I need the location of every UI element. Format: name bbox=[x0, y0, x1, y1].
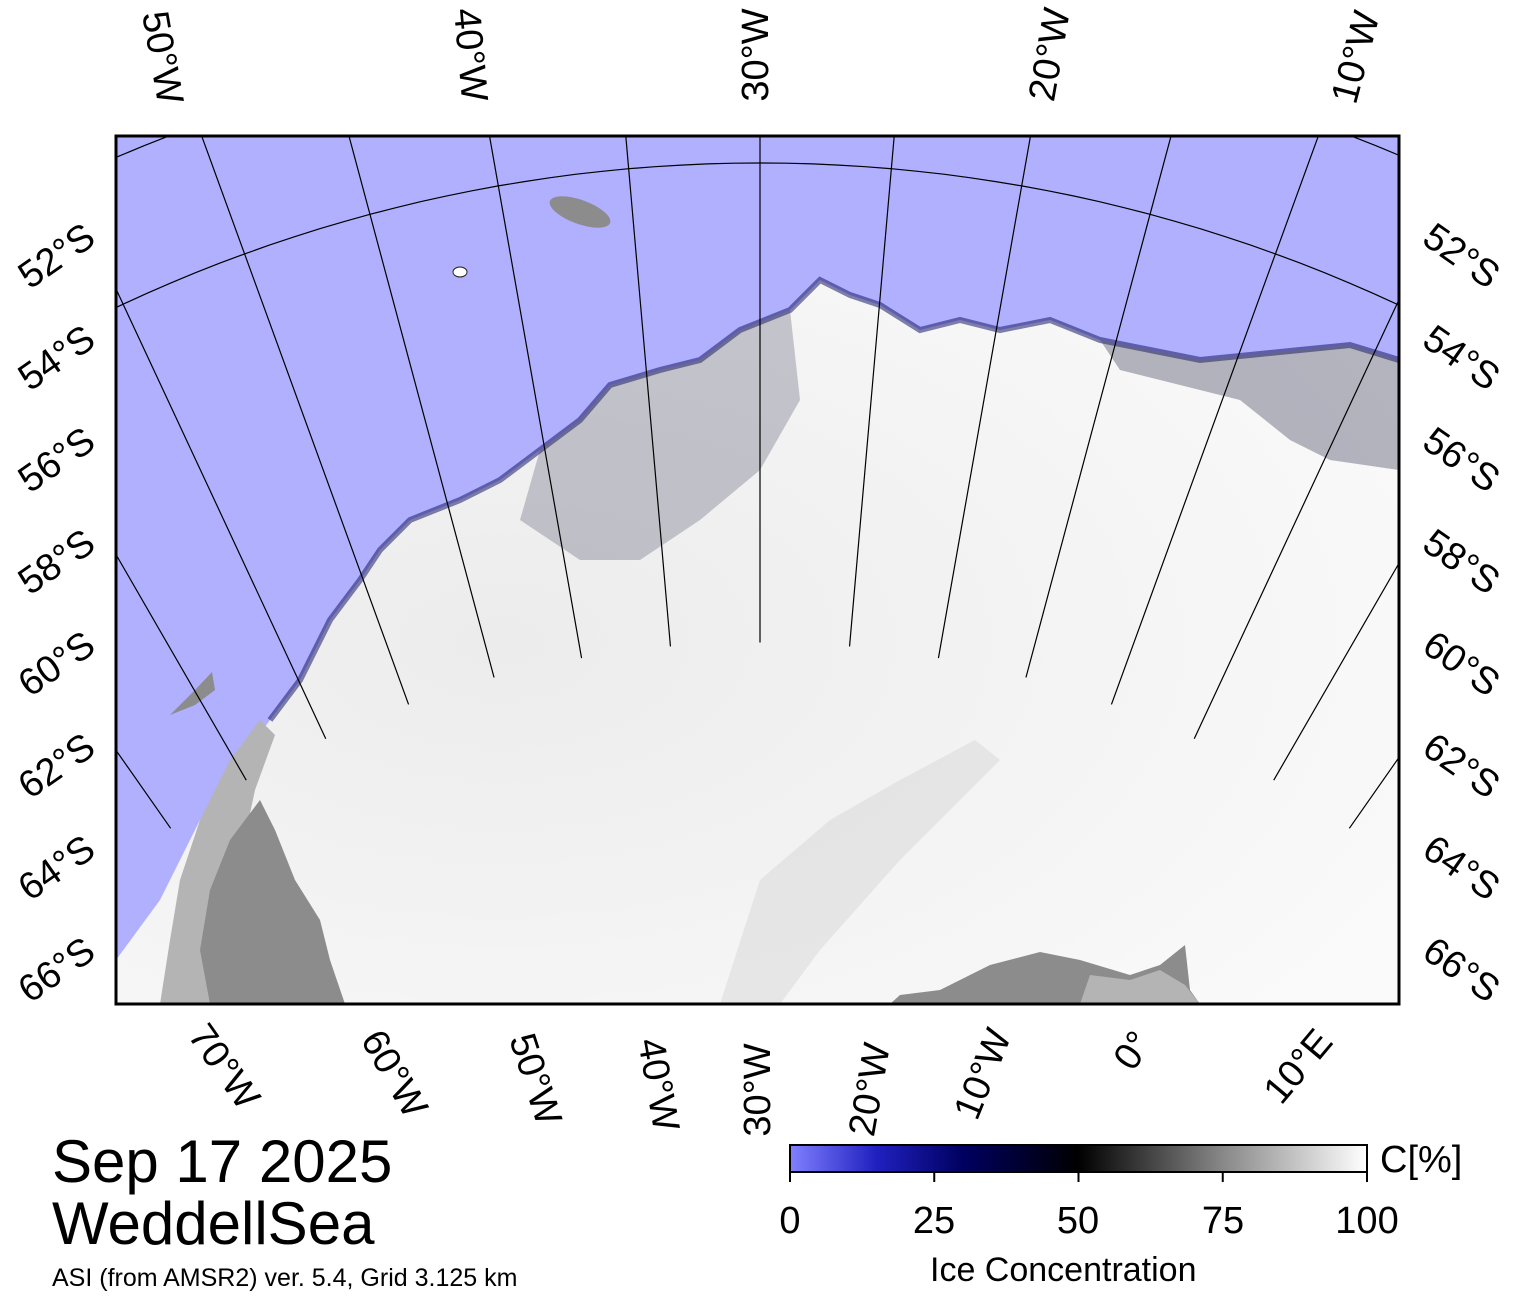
right-latitude-label: 58°S bbox=[1415, 521, 1507, 603]
meridian-line bbox=[488, 136, 583, 659]
island-south-georgia bbox=[549, 196, 611, 228]
map-date: Sep 17 2025 bbox=[52, 1128, 393, 1195]
right-latitude-label: 66°S bbox=[1415, 929, 1507, 1011]
meridian-line bbox=[937, 136, 1032, 659]
meridian-line bbox=[625, 136, 672, 647]
top-longitude-label: 30°W bbox=[735, 8, 777, 101]
colorbar-tick-label: 25 bbox=[912, 1200, 956, 1242]
bottom-longitude-label: 20°W bbox=[841, 1040, 899, 1139]
right-latitude-label: 62°S bbox=[1415, 725, 1507, 807]
left-latitude-label: 58°S bbox=[11, 521, 103, 603]
meridian-line bbox=[848, 136, 895, 647]
meridian-line bbox=[1110, 136, 1319, 705]
bottom-longitude-label: 10°W bbox=[946, 1023, 1020, 1125]
colorbar bbox=[789, 1144, 1368, 1173]
bottom-longitude-label: 50°W bbox=[500, 1029, 569, 1131]
colorbar-tick-label: 75 bbox=[1201, 1200, 1245, 1242]
ice-edge-band bbox=[267, 276, 1399, 722]
product-description: ASI (from AMSR2) ver. 5.4, Grid 3.125 km bbox=[52, 1264, 518, 1292]
top-longitude-label: 40°W bbox=[445, 7, 495, 104]
right-latitude-label: 54°S bbox=[1415, 317, 1507, 399]
colorbar-tick-label: 50 bbox=[1056, 1200, 1100, 1242]
bottom-longitude-label: 70°W bbox=[180, 1017, 268, 1118]
island-south-orkney bbox=[170, 672, 215, 715]
bottom-longitude-label: 60°W bbox=[352, 1023, 435, 1125]
colorbar-tick-label: 0 bbox=[779, 1200, 801, 1242]
colorbar-unit: C[%] bbox=[1380, 1139, 1463, 1181]
colorbar-ticks bbox=[789, 1172, 1368, 1182]
left-latitude-label: 62°S bbox=[11, 725, 103, 807]
colorbar-title: Ice Concentration bbox=[930, 1251, 1197, 1289]
sea-ice-area bbox=[116, 280, 1399, 1004]
left-latitude-label: 60°S bbox=[11, 623, 103, 705]
ice-edge-mottle-west bbox=[520, 310, 800, 560]
left-latitude-label: 66°S bbox=[11, 929, 103, 1011]
top-longitude-label: 20°W bbox=[1021, 5, 1079, 104]
ice-swath-shading bbox=[720, 740, 1000, 1004]
ice-edge-mottle-east bbox=[1100, 340, 1399, 470]
graticule bbox=[116, 136, 1399, 829]
meridian-line bbox=[116, 287, 327, 740]
left-latitude-label: 64°S bbox=[11, 827, 103, 909]
left-latitude-label: 54°S bbox=[11, 317, 103, 399]
bottom-longitude-label: 0° bbox=[1106, 1024, 1161, 1078]
colorbar-tick-label: 100 bbox=[1335, 1200, 1399, 1242]
meridian-line bbox=[1025, 136, 1172, 678]
left-latitude-label: 52°S bbox=[11, 215, 103, 297]
bottom-longitude-label: 30°W bbox=[737, 1043, 779, 1136]
left-latitude-label: 56°S bbox=[11, 419, 103, 501]
meridian-line bbox=[1193, 298, 1399, 740]
right-latitude-label: 56°S bbox=[1415, 419, 1507, 501]
top-longitude-label: 50°W bbox=[133, 8, 191, 107]
bottom-longitude-label: 40°W bbox=[629, 1035, 687, 1134]
right-latitude-label: 52°S bbox=[1415, 215, 1507, 297]
right-latitude-label: 64°S bbox=[1415, 827, 1507, 909]
top-longitude-label: 10°W bbox=[1324, 7, 1389, 108]
map-region: WeddellSea bbox=[52, 1190, 375, 1257]
meridian-line bbox=[348, 136, 495, 678]
map-frame bbox=[114, 134, 1401, 1006]
island-shag-rocks bbox=[452, 266, 468, 278]
bottom-longitude-label: 10°E bbox=[1256, 1022, 1341, 1112]
land-continent-light bbox=[1080, 970, 1200, 1004]
right-latitude-label: 60°S bbox=[1415, 623, 1507, 705]
land-peninsula bbox=[200, 800, 345, 1004]
meridian-line bbox=[201, 136, 410, 705]
